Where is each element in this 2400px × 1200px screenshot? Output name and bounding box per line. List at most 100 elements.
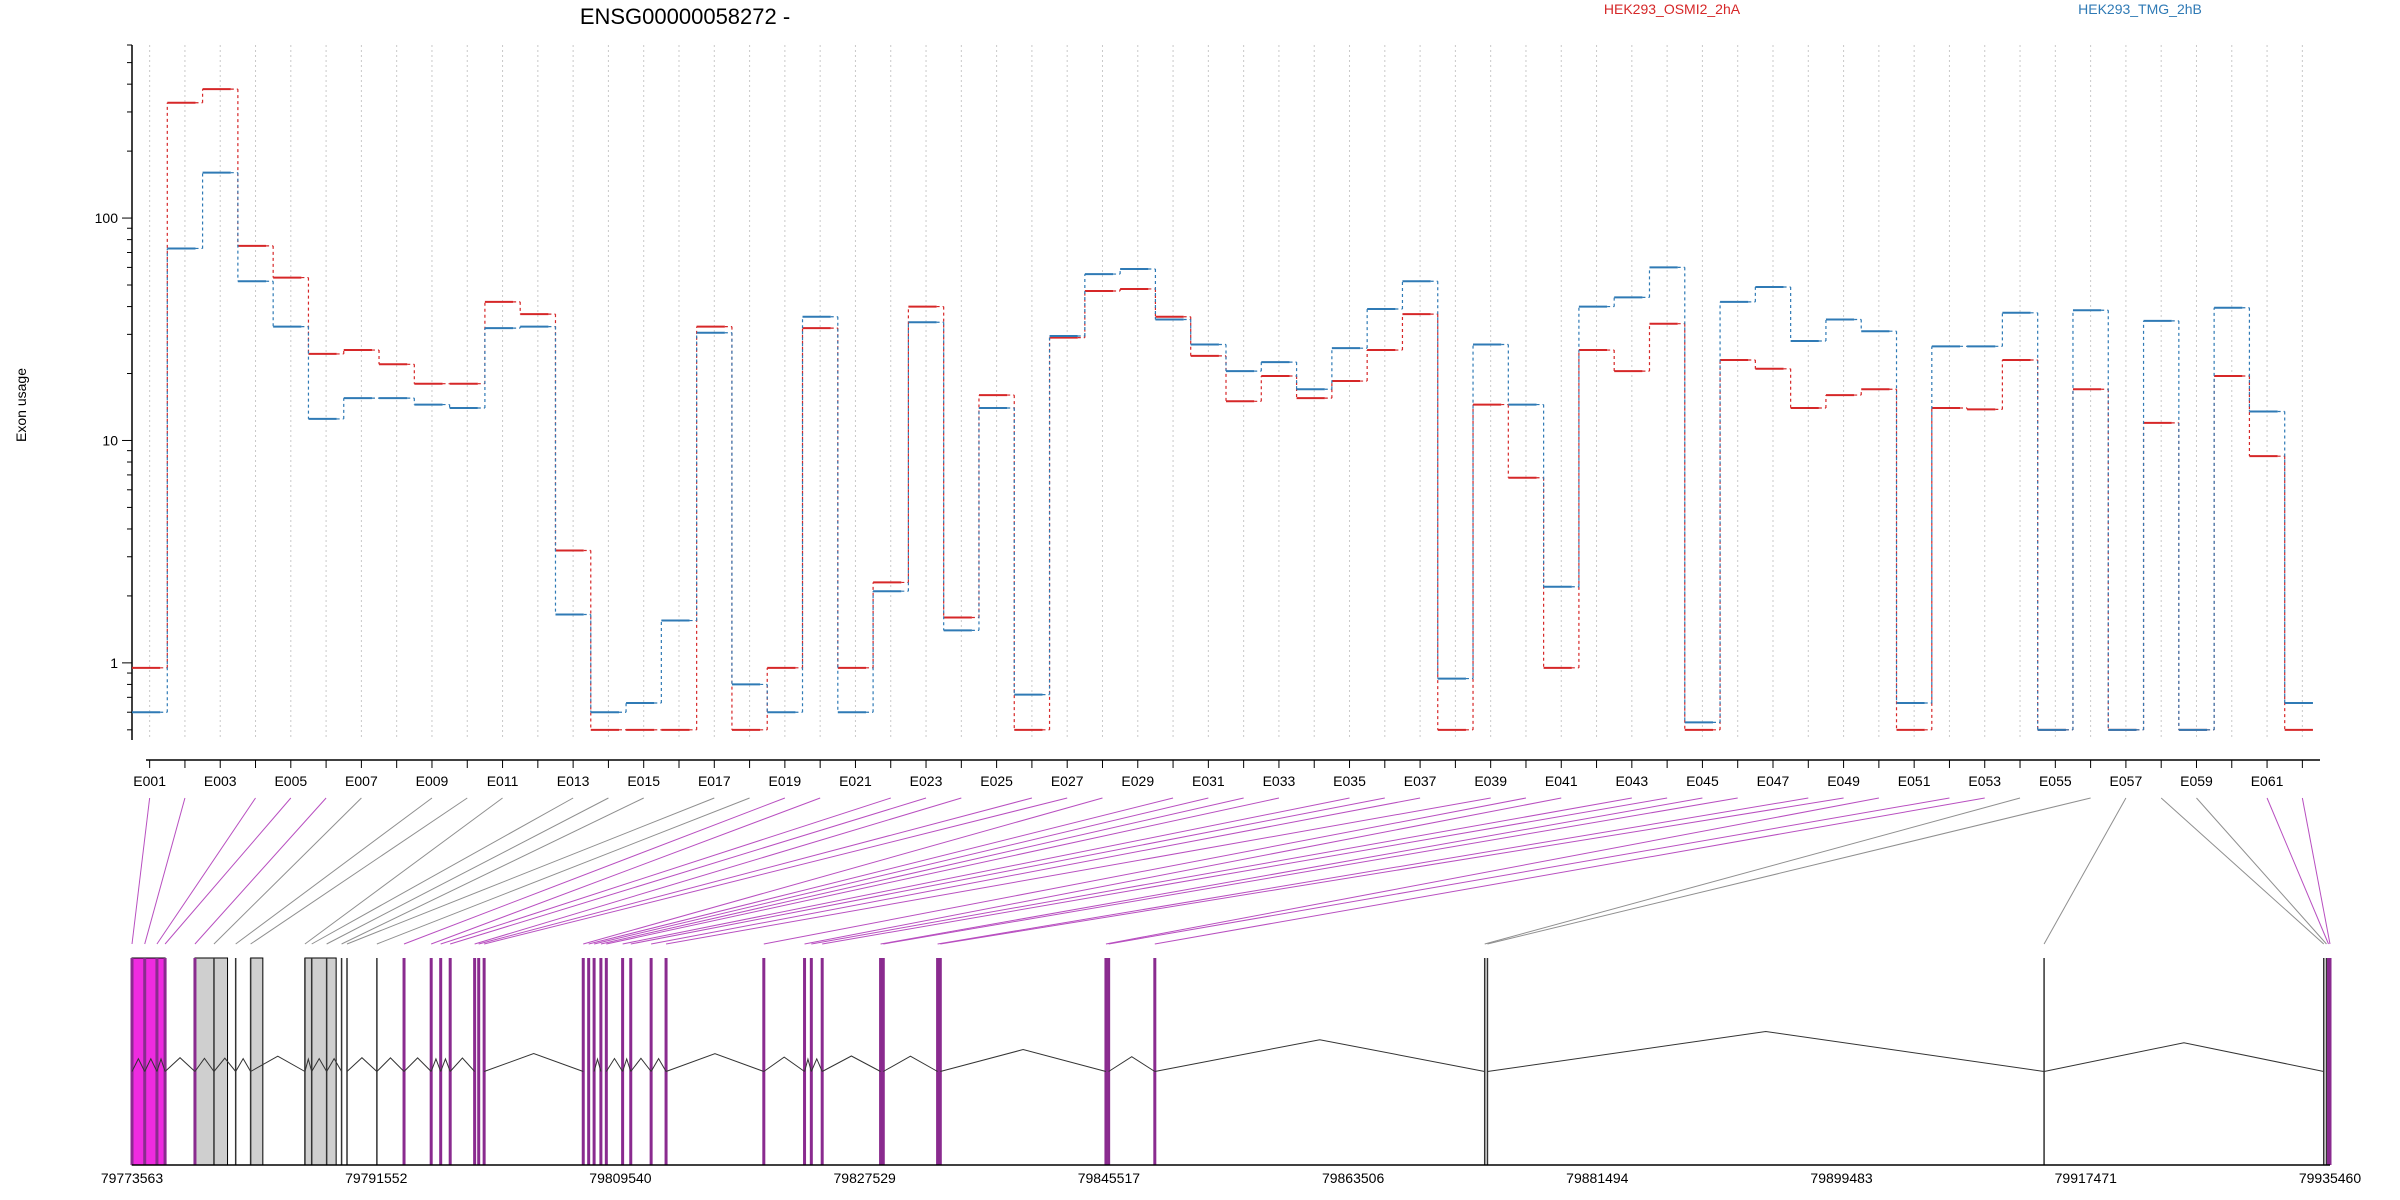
intron-line <box>630 1057 652 1072</box>
intron-line <box>1154 1039 1485 1072</box>
intron-line <box>346 1057 378 1072</box>
exon-link-line <box>804 797 1562 945</box>
x-tick-label: E059 <box>2180 773 2213 789</box>
exon-link-line <box>763 797 1527 945</box>
exon-link-line <box>2266 797 2329 945</box>
exon-link-line <box>311 797 574 945</box>
intron-line <box>1108 1056 1156 1072</box>
x-tick-label: E051 <box>1898 773 1931 789</box>
exon-link-line <box>606 797 1280 945</box>
exon-link-line <box>622 797 1350 945</box>
x-tick-label: E025 <box>980 773 1013 789</box>
y-tick-label: 100 <box>95 210 119 226</box>
exon-link-line <box>304 797 503 945</box>
x-tick-label: E005 <box>274 773 307 789</box>
x-tick-label: E039 <box>1474 773 1507 789</box>
x-tick-label: E007 <box>345 773 378 789</box>
intron-line <box>164 1057 196 1072</box>
intron-line <box>593 1057 602 1072</box>
exon-link-line <box>450 797 927 945</box>
genomic-tick-label: 79827529 <box>834 1170 897 1186</box>
x-tick-label: E049 <box>1827 773 1860 789</box>
x-tick-label: E019 <box>769 773 802 789</box>
genomic-tick-label: 79899483 <box>1810 1170 1873 1186</box>
exon-link-line <box>2043 797 2127 945</box>
intron-line <box>804 1057 812 1072</box>
y-tick-label: 10 <box>102 432 118 448</box>
exon-link-line <box>213 797 362 945</box>
exon-link-line <box>883 797 1738 945</box>
chart-title: ENSG00000058272 - <box>580 4 790 29</box>
x-tick-label: E003 <box>204 773 237 789</box>
exon-link-line <box>376 797 750 945</box>
exon-link-line <box>1484 797 2021 945</box>
x-tick-label: E043 <box>1615 773 1648 789</box>
intron-line <box>483 1053 584 1072</box>
x-tick-label: E029 <box>1121 773 1154 789</box>
intron-line <box>605 1057 624 1072</box>
genomic-tick-label: 79809540 <box>589 1170 652 1186</box>
intron-line <box>156 1057 166 1072</box>
x-tick-label: E031 <box>1192 773 1225 789</box>
genomic-tick-label: 79881494 <box>1566 1170 1629 1186</box>
exon-link-line <box>811 797 1632 945</box>
exon-link-line <box>937 797 1809 945</box>
intron-line <box>131 1057 146 1072</box>
intron-line <box>883 1055 938 1072</box>
exon-link-line <box>131 797 151 945</box>
genomic-tick-label: 79935460 <box>2299 1170 2362 1186</box>
intron-line <box>235 1057 252 1072</box>
exon-link-line <box>194 797 327 945</box>
exon-link-line <box>341 797 644 945</box>
genomic-tick-label: 79917471 <box>2055 1170 2118 1186</box>
intron-line <box>665 1053 764 1072</box>
exon-link-line <box>144 797 186 945</box>
x-tick-label: E011 <box>487 773 519 789</box>
exon-link-line <box>2160 797 2325 945</box>
intron-line <box>940 1049 1107 1072</box>
x-tick-label: E023 <box>910 773 943 789</box>
x-tick-label: E033 <box>1263 773 1296 789</box>
intron-line <box>622 1057 632 1072</box>
intron-line <box>821 1055 881 1072</box>
x-tick-label: E057 <box>2110 773 2143 789</box>
exon-link-line <box>346 797 715 945</box>
exon-link-line <box>600 797 1244 945</box>
intron-line <box>810 1057 823 1072</box>
exon-link-line <box>164 797 292 945</box>
x-tick-label: E061 <box>2251 773 2284 789</box>
y-axis-label: Exon usage <box>13 368 29 442</box>
exon-link-line <box>474 797 962 945</box>
x-tick-label: E009 <box>416 773 449 789</box>
genomic-tick-label: 79863506 <box>1322 1170 1385 1186</box>
exon-link-line <box>235 797 433 945</box>
exon-link-line <box>1487 797 2091 945</box>
intron-line <box>213 1057 237 1072</box>
intron-line <box>403 1057 432 1072</box>
genomic-tick-label: 79791552 <box>345 1170 408 1186</box>
intron-line <box>326 1057 343 1072</box>
legend-entry-tmg: HEK293_TMG_2hB <box>2078 1 2202 17</box>
plot-area: 1 10 100 E001 E003 E005 E007 E009 E011 E013 E015 E0… <box>95 44 2362 1186</box>
exon-block <box>250 957 264 1166</box>
exon-link-line <box>484 797 1068 945</box>
y-tick-label: 1 <box>110 655 118 671</box>
exon-link-line <box>588 797 1174 945</box>
intron-line <box>376 1057 405 1072</box>
legend-entry-osmi2: HEK293_OSMI2_2hA <box>1604 1 1741 17</box>
exon-link-line <box>2301 797 2331 945</box>
x-tick-label: E045 <box>1686 773 1719 789</box>
exon-link-line <box>1105 797 1879 945</box>
exon-link-line <box>1108 797 1950 945</box>
intron-line <box>311 1057 328 1072</box>
x-tick-label: E055 <box>2039 773 2072 789</box>
x-tick-label: E047 <box>1757 773 1790 789</box>
exon-link-line <box>440 797 891 945</box>
x-tick-label: E015 <box>627 773 660 789</box>
exon-link-line <box>431 797 821 945</box>
x-tick-label: E013 <box>557 773 590 789</box>
intron-line <box>440 1057 451 1072</box>
x-tick-label: E053 <box>1968 773 2001 789</box>
exon-link-line <box>665 797 1491 945</box>
